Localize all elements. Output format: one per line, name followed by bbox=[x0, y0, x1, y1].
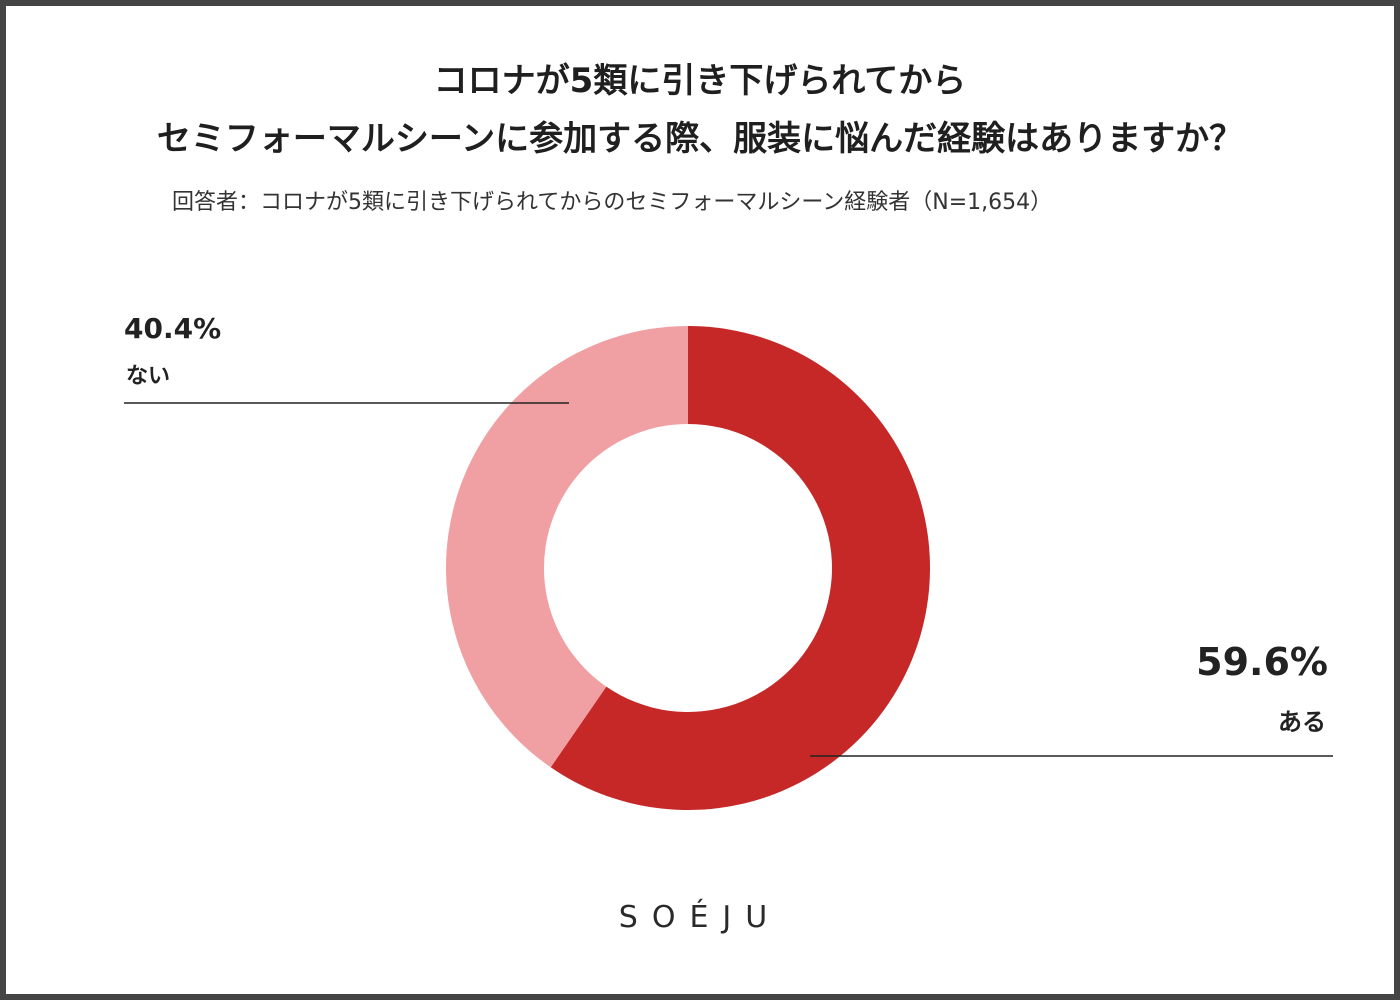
data-label-nai-percent: 40.4% bbox=[124, 312, 222, 345]
donut-slice-nai bbox=[446, 326, 688, 768]
chart-subtitle: 回答者：コロナが5類に引き下げられてからのセミフォーマルシーン経験者（N=1,6… bbox=[172, 190, 1053, 215]
chart-title-line-1: コロナが5類に引き下げられてから bbox=[433, 61, 967, 101]
data-label-aru-percent: 59.6% bbox=[1196, 640, 1328, 684]
donut-slice-aru bbox=[550, 326, 930, 810]
chart-title-line-2: セミフォーマルシーンに参加する際、服装に悩んだ経験はありますか？ bbox=[156, 119, 1244, 159]
data-label-aru-category: ある bbox=[1278, 708, 1326, 736]
brand-logo: SOÉJU bbox=[618, 900, 782, 935]
data-label-nai-category: ない bbox=[126, 364, 171, 389]
chart-title: コロナが5類に引き下げられてから セミフォーマルシーンに参加する際、服装に悩んだ… bbox=[0, 52, 1400, 168]
